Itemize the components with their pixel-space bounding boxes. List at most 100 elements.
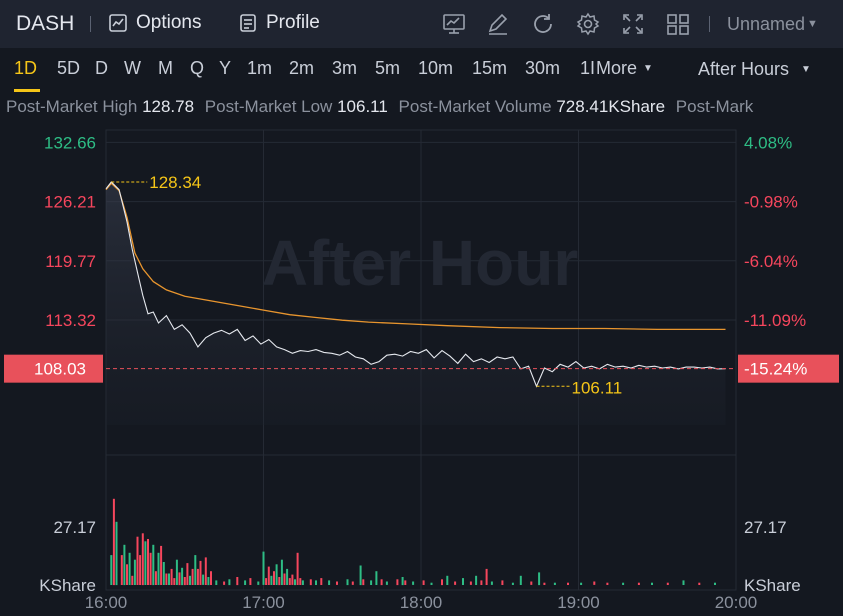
axis-labels: 132.66 126.21 119.77 113.32 4.08% -0.98% -6.04… [39,133,806,612]
volume-bar [175,559,178,585]
low-value: 106.11 [337,97,388,116]
volume-bar [278,577,281,586]
volume-bar [294,579,296,586]
volume-bar [262,551,265,585]
volume-bar [359,565,362,586]
profile-label: Profile [266,12,320,33]
caret-down-icon: ▼ [807,18,818,30]
volume-bar [396,579,399,586]
volume-bar [446,575,449,585]
divider [90,16,91,32]
volume-bar [286,568,289,585]
volume-bar [191,568,194,585]
volume-bar [580,582,583,585]
y-axis-right-tick: -0.98% [744,193,798,212]
volume-bar [186,563,189,585]
volume-bar [196,568,199,585]
volume-bar [178,572,181,586]
volume-bar [315,580,317,585]
volume-bar [123,544,126,586]
volume-bar [249,578,252,585]
period-d[interactable]: D [95,58,108,78]
volume-bar [519,575,522,585]
period-m[interactable]: M [158,58,173,78]
period-y[interactable]: Y [219,58,232,78]
volume-bar [385,581,388,585]
high-label: Post-Market High [6,97,138,116]
volume-bar [228,579,231,586]
chart-icon[interactable] [441,11,467,37]
period-30m[interactable]: 30m [525,58,561,78]
profile-button[interactable]: Profile [238,12,320,34]
price-chart[interactable]: After Hour 128.34 106.11 132.66 126.21 119… [0,126,843,616]
period-w[interactable]: W [124,58,141,78]
volume-bar [112,498,115,586]
volume-label: Post-Market Volume [398,97,552,116]
volume-bar [194,555,197,585]
high-marker: 128.34 [111,173,201,192]
volume-bar [210,571,212,585]
period-q[interactable]: Q [190,58,205,78]
options-button[interactable]: Options [108,12,201,34]
volume-bar [296,552,299,585]
fullscreen-icon[interactable] [620,11,646,37]
volume-bar [236,577,239,586]
current-price-value: 108.03 [34,360,86,379]
current-change-value: -15.24% [744,360,807,379]
period-5m[interactable]: 5m [375,58,401,78]
divider [709,16,710,32]
x-axis-tick: 17:00 [242,593,285,612]
volume-bar [698,582,701,585]
period-2m[interactable]: 2m [289,58,315,78]
y-axis-left-tick: 132.66 [44,133,96,152]
volume-bar [275,564,278,585]
volume-bar [593,581,596,585]
volume-bar [133,559,136,585]
volume-bar [273,571,275,585]
period-15m[interactable]: 15m [472,58,508,78]
session-label: After Hours [698,59,790,79]
gear-icon[interactable] [575,11,601,37]
refresh-icon[interactable] [530,11,556,37]
watermark: After Hour [262,227,578,299]
session-dropdown[interactable]: After Hours ▼ [698,59,811,80]
volume-bar [543,582,546,585]
layout-name: Unnamed [727,14,806,34]
volume-bar [154,571,157,585]
options-label: Options [136,12,202,33]
y-axis-right-tick: 4.08% [744,133,792,152]
high-value: 128.78 [142,97,195,116]
volume-bar [530,581,533,585]
volume-bar [485,568,488,585]
volume-bar [475,575,478,585]
current-price-box [4,354,103,383]
volume-bar [301,580,304,585]
volume-bar [168,573,170,585]
layout-selector[interactable]: Unnamed ▼ [727,14,818,35]
volume-bar [291,574,294,585]
volume-bar [422,580,425,585]
volume-bar [714,582,716,585]
edit-icon[interactable] [485,11,511,37]
volume-bar [110,555,113,585]
volume-bar [362,579,365,586]
period-bar: 1D 5D D W M Q Y 1m 2m 3m 5m 10m 15m 30m … [0,48,843,94]
period-3m[interactable]: 3m [332,58,358,78]
volume-bar [320,578,323,585]
volume-bar [511,582,514,585]
volume-bar [115,521,118,586]
period-1d[interactable]: 1D [14,58,38,78]
period-10m[interactable]: 10m [418,58,454,78]
period-1m[interactable]: 1m [247,58,273,78]
volume-bar [128,552,131,585]
period-5d[interactable]: 5D [57,58,81,78]
volume-bar [346,579,349,586]
volume-bar [469,581,472,585]
volume-bar [141,533,144,586]
y-axis-right-tick: -11.09% [744,311,806,330]
more-dropdown[interactable]: More ▼ [596,58,653,79]
volume-bar [165,573,168,585]
volume-bar [622,582,625,585]
period-1i[interactable]: 1I [580,58,596,78]
grid-icon[interactable] [665,11,691,37]
